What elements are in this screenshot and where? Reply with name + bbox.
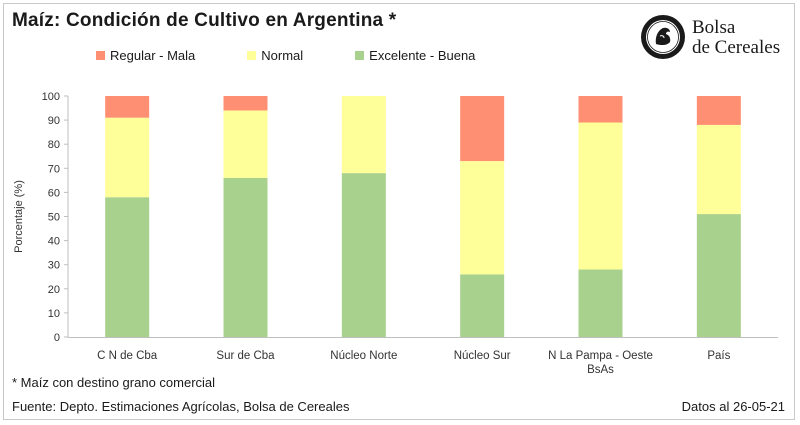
chart-legend: Regular - Mala Normal Excelente - Buena — [96, 46, 527, 64]
x-category-label: C N de Cba — [97, 350, 158, 362]
bar-segment — [105, 96, 150, 118]
bar-segment — [696, 96, 741, 125]
x-category-label: N La Pampa - Oeste BsAs — [548, 350, 653, 376]
legend-swatch — [355, 50, 365, 60]
bar-segment — [578, 269, 623, 337]
bar-segment — [460, 161, 505, 275]
legend-item: Normal — [247, 48, 303, 63]
legend-label: Normal — [261, 47, 304, 63]
legend-item: Excelente - Buena — [355, 48, 475, 63]
footnote: * Maíz con destino grano comercial — [12, 375, 216, 390]
bar-segment — [223, 110, 268, 178]
y-tick-label: 80 — [48, 139, 60, 151]
legend-item: Regular - Mala — [96, 48, 195, 63]
bar-segment — [341, 173, 386, 337]
y-tick-label: 90 — [48, 115, 60, 127]
seal-icon — [641, 15, 685, 59]
y-tick-label: 30 — [48, 260, 60, 272]
x-category-label: Núcleo Sur — [454, 350, 511, 362]
y-tick-label: 10 — [48, 308, 60, 320]
data-date: Datos al 26-05-21 — [681, 399, 785, 414]
bar-segment — [460, 274, 505, 337]
bar-segment — [460, 96, 505, 162]
y-tick-label: 20 — [48, 284, 60, 296]
bar-segment — [578, 122, 623, 270]
y-tick-label: 70 — [48, 163, 60, 175]
bar-segment — [105, 197, 150, 337]
y-tick-label: 0 — [54, 332, 60, 344]
legend-swatch — [247, 50, 257, 60]
legend-swatch — [96, 50, 105, 60]
y-tick-label: 40 — [48, 236, 60, 248]
chart-title: Maíz: Condición de Cultivo en Argentina … — [12, 10, 397, 31]
legend-label: Excelente - Buena — [369, 47, 476, 63]
bar-segment — [341, 96, 386, 174]
logo-text: Bolsa de Cereales — [692, 18, 780, 58]
y-tick-label: 60 — [48, 187, 60, 199]
bolsa-de-cereales-logo: Bolsa de Cereales — [640, 14, 790, 64]
bar-segment — [223, 96, 268, 111]
bar-segment — [578, 96, 623, 123]
logo-line-2: de Cereales — [692, 37, 781, 58]
source-note: Fuente: Depto. Estimaciones Agrícolas, B… — [12, 399, 350, 414]
bar-segment — [696, 214, 741, 337]
bar-segment — [105, 117, 150, 198]
bar-segment — [696, 124, 741, 215]
x-category-label: País — [707, 350, 730, 362]
x-category-label: Sur de Cba — [216, 350, 275, 362]
bar-segment — [223, 177, 268, 337]
y-tick-label: 100 — [42, 91, 60, 103]
x-category-label: Núcleo Norte — [330, 350, 397, 362]
y-tick-label: 50 — [48, 212, 60, 224]
logo-line-1: Bolsa — [692, 17, 736, 38]
legend-label: Regular - Mala — [110, 47, 196, 63]
y-axis-label: Porcentaje (%) — [13, 180, 25, 253]
